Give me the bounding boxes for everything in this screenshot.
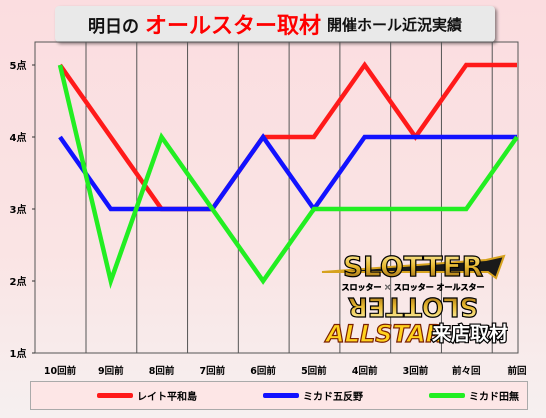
x-tick-label: 7回前 (200, 365, 226, 377)
y-tick-label: 3点 (10, 203, 27, 216)
y-tick-label: 1点 (10, 347, 27, 360)
logo-word-1: SLOTTER (343, 250, 483, 283)
slotter-allstar-logo: SLOTTER スロッター ✕ スロッター オールスター SLOTTER ALL… (318, 238, 508, 350)
x-tick-label: 4回前 (352, 365, 378, 377)
legend-item-series-1: レイト平和島 (31, 388, 197, 403)
legend-item-series-2: ミカド五反野 (197, 388, 363, 403)
x-tick-label: 前々回 (452, 365, 481, 377)
logo-subtitle: スロッター ✕ スロッター オールスター (341, 282, 484, 292)
legend-label-series-3: ミカド田無 (469, 388, 519, 403)
legend-item-series-3: ミカド田無 (363, 388, 527, 403)
legend-swatch-series-2 (263, 393, 299, 398)
legend-label-series-2: ミカド五反野 (303, 388, 363, 403)
y-tick-label: 4点 (10, 131, 27, 144)
x-tick-label: 5回前 (301, 365, 327, 377)
x-tick-label: 9回前 (98, 365, 124, 377)
y-tick-label: 5点 (10, 59, 27, 72)
x-tick-label: 3回前 (403, 365, 429, 377)
x-tick-label: 8回前 (149, 365, 175, 377)
logo-raiten: 来店取材 (432, 322, 508, 345)
legend-label-series-1: レイト平和島 (137, 388, 197, 403)
x-tick-label: 10回前 (44, 365, 77, 377)
x-tick-label: 6回前 (250, 365, 276, 377)
series-line-2 (60, 137, 517, 209)
logo-allstar: ALLSTAR (324, 320, 444, 348)
legend-swatch-series-3 (429, 393, 465, 398)
x-tick-label: 前回 (507, 365, 526, 377)
y-tick-label: 2点 (10, 275, 27, 288)
legend-swatch-series-1 (97, 393, 133, 398)
chart-legend: レイト平和島 ミカド五反野 ミカド田無 (30, 381, 528, 410)
logo-word-2: SLOTTER (348, 291, 478, 321)
